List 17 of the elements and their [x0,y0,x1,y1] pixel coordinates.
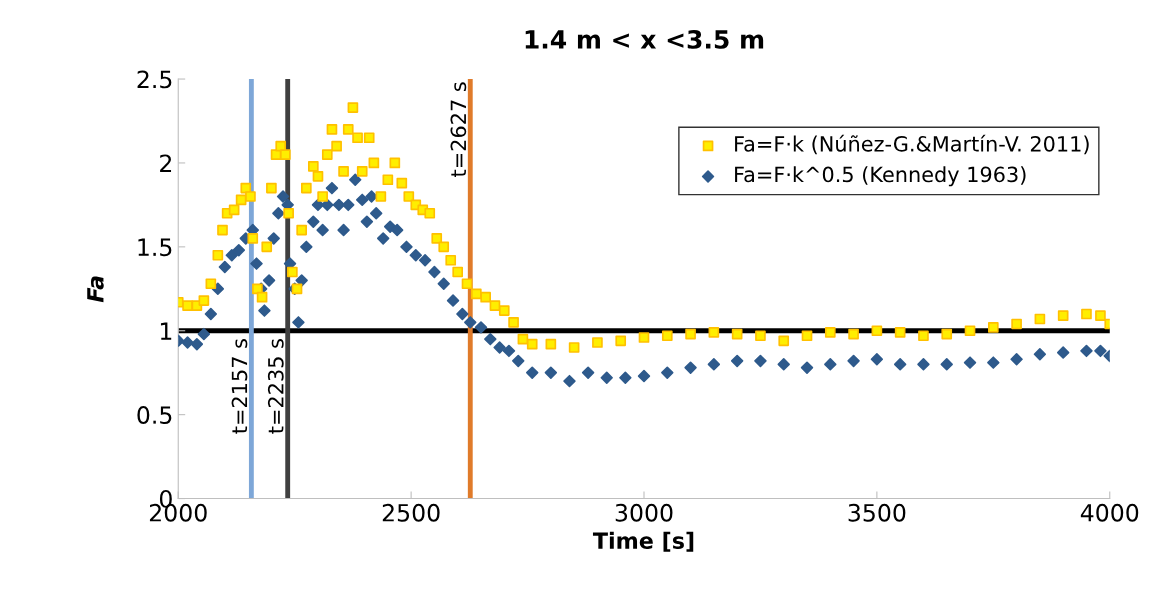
legend-label: Fa=F·k^0.5 (Kennedy 1963) [735,166,1026,187]
x-tick-label: 4000 [1080,503,1139,522]
y-axis-title: Fa [87,276,104,303]
chart-title: 1.4 m < x <3.5 m [525,29,764,49]
x-tick-label: 2500 [382,503,440,522]
annotation: t=2235 s [267,339,284,434]
y-tick-label: 1.5 [138,238,172,257]
annotation: t=2627 s [450,82,467,177]
x-axis-title: Time [s] [592,531,694,552]
y-tick-label: 2.5 [137,70,172,89]
x-tick-label: 3500 [848,503,906,522]
y-tick-label: 0.5 [137,406,172,424]
annotation: t=2157 s [231,339,248,434]
y-tick-label: 1 [160,322,172,340]
y-tick-label: 2 [160,154,172,172]
x-tick-label: 3000 [615,503,673,522]
legend-label: Fa=F·k (Núñez-G.&Martín-V. 2011) [735,134,1089,155]
